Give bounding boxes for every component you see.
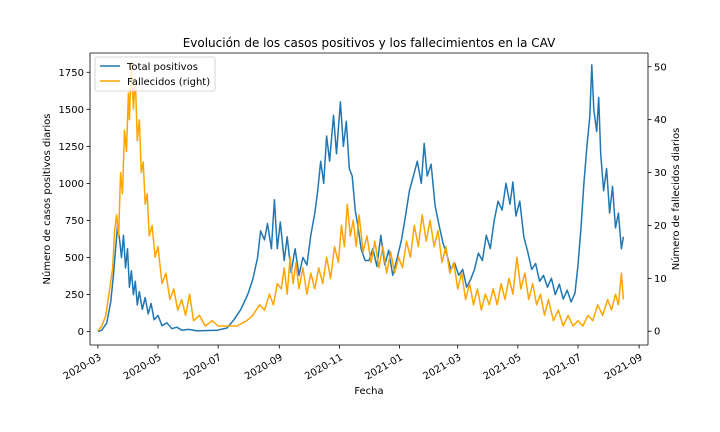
x-tick-label: 2020-07 (182, 352, 224, 382)
x-tick-label: 2021-01 (363, 352, 405, 382)
y2-axis-ticks: 0 10 20 30 40 50 (648, 62, 667, 338)
y2-tick-label: 50 (654, 62, 667, 73)
x-tick-label: 2020-11 (303, 352, 345, 382)
y2-tick-label: 40 (654, 115, 667, 126)
y-tick-label: 1250 (59, 142, 84, 153)
series-layer (97, 60, 625, 333)
y2-tick-label: 30 (654, 168, 667, 179)
y-tick-label: 1000 (59, 179, 84, 190)
y2-tick-label: 20 (654, 221, 667, 232)
x-tick-label: 2021-03 (422, 352, 464, 382)
x-tick-label: 2021-07 (542, 352, 584, 382)
y-axis-label: Número de casos positivos diarios (41, 114, 53, 285)
y-tick-label: 1750 (59, 68, 84, 79)
series-line-total-positivos (97, 64, 625, 333)
y-tick-label: 250 (65, 290, 84, 301)
x-axis-ticks: 2020-03 2020-05 2020-07 2020-09 2020-11 2021-… (62, 345, 645, 382)
y-tick-label: 500 (65, 253, 84, 264)
chart-title: Evolución de los casos positivos y los f… (183, 36, 556, 50)
legend-label-total-positivos: Total positivos (126, 62, 198, 73)
legend: Total positivos Fallecidos (right) (94, 56, 216, 92)
y-tick-label: 750 (65, 216, 84, 227)
y2-tick-label: 10 (654, 274, 667, 285)
x-tick-label: 2020-03 (62, 352, 104, 382)
y-tick-label: 1500 (59, 105, 84, 116)
y-axis-ticks: 0 250 500 750 1000 1250 1500 1750 (59, 68, 90, 338)
x-tick-label: 2021-09 (603, 352, 645, 382)
y2-axis-label: Número de fallecidos diarios (670, 128, 682, 271)
legend-label-fallecidos: Fallecidos (right) (127, 77, 210, 88)
x-tick-label: 2020-05 (122, 352, 164, 382)
series-line-fallecidos (97, 60, 625, 332)
plot-area (89, 52, 649, 346)
legend-box (94, 56, 216, 92)
y-tick-label: 0 (78, 327, 84, 338)
x-tick-label: 2021-05 (482, 352, 524, 382)
x-tick-label: 2020-09 (243, 352, 285, 382)
y2-tick-label: 0 (654, 327, 660, 338)
x-axis-label: Fecha (354, 386, 383, 397)
